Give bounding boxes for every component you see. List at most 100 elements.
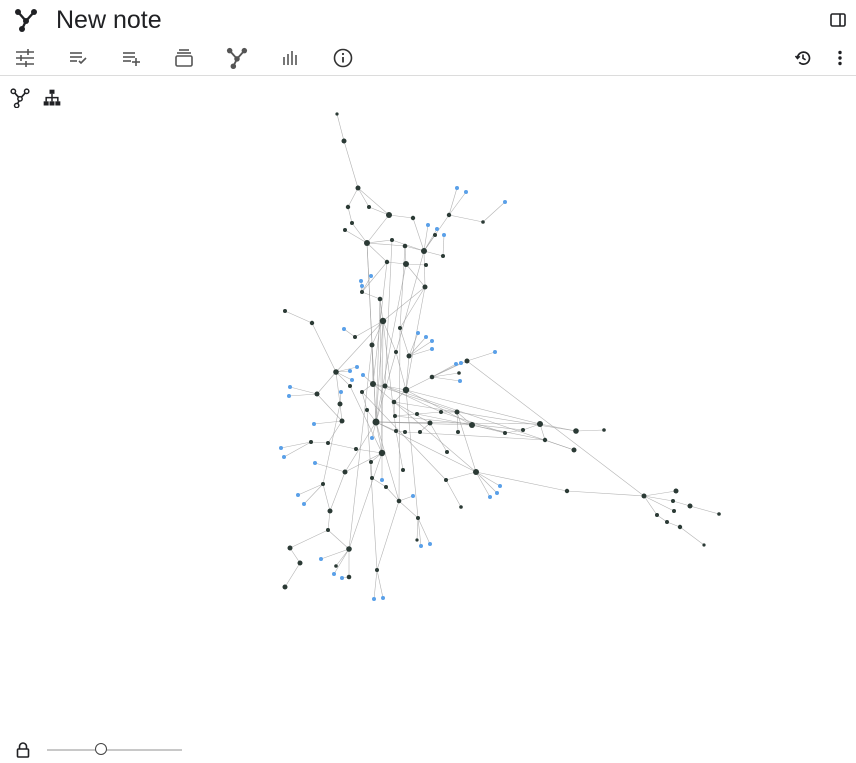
statistics-button[interactable] bbox=[277, 45, 303, 71]
graph-leaf-node[interactable] bbox=[380, 478, 384, 482]
graph-note-node[interactable] bbox=[427, 420, 433, 426]
graph-leaf-node[interactable] bbox=[339, 390, 343, 394]
graph-leaf-node[interactable] bbox=[459, 361, 463, 365]
graph-note-node[interactable] bbox=[394, 429, 398, 433]
graph-note-node[interactable] bbox=[464, 358, 470, 364]
graph-leaf-node[interactable] bbox=[279, 446, 283, 450]
graph-note-node[interactable] bbox=[391, 399, 397, 405]
graph-note-node[interactable] bbox=[402, 243, 408, 249]
graph-note-node[interactable] bbox=[369, 460, 373, 464]
graph-leaf-node[interactable] bbox=[411, 494, 415, 498]
graph-note-node[interactable] bbox=[456, 430, 460, 434]
graph-leaf-node[interactable] bbox=[342, 327, 346, 331]
graph-leaf-node[interactable] bbox=[454, 362, 458, 366]
graph-note-node[interactable] bbox=[702, 543, 706, 547]
graph-leaf-node[interactable] bbox=[361, 373, 365, 377]
graph-note-node[interactable] bbox=[348, 384, 352, 388]
graph-note-node[interactable] bbox=[677, 524, 683, 530]
graph-mode-tree-icon[interactable] bbox=[42, 88, 62, 108]
graph-leaf-node[interactable] bbox=[360, 284, 364, 288]
collections-button[interactable] bbox=[171, 45, 197, 71]
zoom-slider[interactable] bbox=[47, 743, 182, 755]
graph-note-node[interactable] bbox=[343, 228, 347, 232]
graph-leaf-node[interactable] bbox=[302, 502, 306, 506]
graph-note-node[interactable] bbox=[382, 383, 388, 389]
graph-leaf-node[interactable] bbox=[488, 495, 492, 499]
graph-note-node[interactable] bbox=[354, 447, 358, 451]
graph-note-node[interactable] bbox=[445, 450, 449, 454]
graph-note-node[interactable] bbox=[424, 263, 428, 267]
graph-leaf-node[interactable] bbox=[369, 274, 373, 278]
graph-leaf-node[interactable] bbox=[287, 394, 291, 398]
graph-note-node[interactable] bbox=[418, 430, 422, 434]
graph-note-node[interactable] bbox=[378, 449, 386, 457]
note-title[interactable]: New note bbox=[56, 6, 162, 34]
graph-leaf-node[interactable] bbox=[370, 436, 374, 440]
graph-note-node[interactable] bbox=[655, 513, 659, 517]
graph-note-node[interactable] bbox=[341, 138, 347, 144]
checklist-button[interactable] bbox=[65, 45, 91, 71]
graph-note-node[interactable] bbox=[402, 386, 410, 394]
graph-note-node[interactable] bbox=[441, 254, 445, 258]
graph-note-node[interactable] bbox=[379, 317, 387, 325]
graph-note-node[interactable] bbox=[342, 469, 348, 475]
graph-leaf-node[interactable] bbox=[464, 190, 468, 194]
graph-note-node[interactable] bbox=[410, 215, 416, 221]
graph-note-node[interactable] bbox=[283, 309, 287, 313]
lock-icon[interactable] bbox=[14, 741, 32, 759]
graph-note-node[interactable] bbox=[503, 431, 507, 435]
graph-note-node[interactable] bbox=[321, 482, 325, 486]
graph-leaf-node[interactable] bbox=[332, 572, 336, 576]
graph-note-node[interactable] bbox=[345, 204, 351, 210]
graph-note-node[interactable] bbox=[429, 374, 435, 380]
graph-leaf-node[interactable] bbox=[288, 385, 292, 389]
graph-note-node[interactable] bbox=[717, 512, 721, 516]
graph-note-node[interactable] bbox=[394, 350, 398, 354]
graph-leaf-node[interactable] bbox=[458, 379, 462, 383]
graph-note-node[interactable] bbox=[337, 401, 343, 407]
graph-note-node[interactable] bbox=[353, 335, 357, 339]
graph-note-node[interactable] bbox=[671, 499, 675, 503]
graph-note-node[interactable] bbox=[422, 284, 428, 290]
graph-note-node[interactable] bbox=[542, 437, 548, 443]
graph-note-node[interactable] bbox=[367, 205, 371, 209]
graph-note-node[interactable] bbox=[386, 212, 392, 218]
graph-note-node[interactable] bbox=[393, 414, 397, 418]
graph-note-node[interactable] bbox=[401, 468, 405, 472]
graph-note-node[interactable] bbox=[335, 112, 339, 116]
graph-note-node[interactable] bbox=[687, 503, 693, 509]
graph-note-node[interactable] bbox=[398, 326, 402, 330]
graph-note-node[interactable] bbox=[309, 440, 313, 444]
graph-note-node[interactable] bbox=[415, 412, 419, 416]
graph-note-node[interactable] bbox=[469, 422, 475, 428]
graph-note-node[interactable] bbox=[326, 528, 330, 532]
graph-leaf-node[interactable] bbox=[296, 493, 300, 497]
graph-leaf-node[interactable] bbox=[495, 491, 499, 495]
graph-note-node[interactable] bbox=[446, 212, 452, 218]
graph-leaf-node[interactable] bbox=[498, 484, 502, 488]
graph-leaf-node[interactable] bbox=[319, 557, 323, 561]
graph-note-node[interactable] bbox=[360, 290, 364, 294]
graph-note-node[interactable] bbox=[350, 221, 354, 225]
graph-note-node[interactable] bbox=[665, 520, 669, 524]
graph-note-node[interactable] bbox=[439, 410, 443, 414]
graph-note-node[interactable] bbox=[521, 428, 525, 432]
graph-note-node[interactable] bbox=[334, 564, 338, 568]
graph-note-node[interactable] bbox=[459, 505, 463, 509]
graph-leaf-node[interactable] bbox=[348, 369, 352, 373]
graph-note-node[interactable] bbox=[396, 498, 402, 504]
graph-note-node[interactable] bbox=[309, 320, 315, 326]
graph-note-node[interactable] bbox=[672, 509, 676, 513]
graph-note-node[interactable] bbox=[370, 381, 376, 387]
note-graph[interactable] bbox=[0, 80, 856, 720]
graph-note-node[interactable] bbox=[384, 259, 390, 265]
graph-note-node[interactable] bbox=[346, 574, 352, 580]
graph-leaf-node[interactable] bbox=[282, 455, 286, 459]
graph-note-node[interactable] bbox=[314, 391, 320, 397]
graph-leaf-node[interactable] bbox=[340, 576, 344, 580]
graph-leaf-node[interactable] bbox=[416, 331, 420, 335]
graph-note-node[interactable] bbox=[673, 488, 679, 494]
graph-leaf-node[interactable] bbox=[419, 544, 423, 548]
graph-note-node[interactable] bbox=[287, 545, 293, 551]
graph-note-node[interactable] bbox=[327, 508, 333, 514]
